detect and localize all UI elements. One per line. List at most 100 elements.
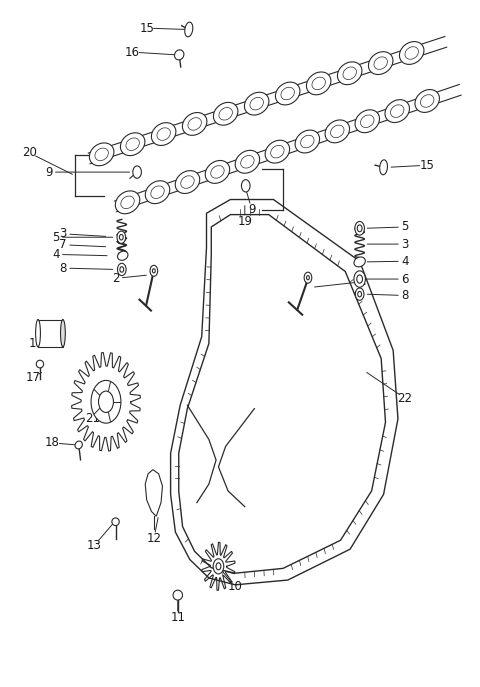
Ellipse shape <box>325 120 349 143</box>
Ellipse shape <box>265 140 289 163</box>
Ellipse shape <box>157 128 170 140</box>
Ellipse shape <box>374 57 387 69</box>
Ellipse shape <box>188 117 202 131</box>
Ellipse shape <box>306 72 331 95</box>
Text: 19: 19 <box>237 215 252 228</box>
Circle shape <box>118 263 126 275</box>
Ellipse shape <box>175 50 184 60</box>
Circle shape <box>357 225 362 232</box>
Ellipse shape <box>360 115 374 128</box>
Circle shape <box>357 275 362 283</box>
Ellipse shape <box>415 89 439 113</box>
Circle shape <box>117 231 126 243</box>
Ellipse shape <box>385 100 409 122</box>
Circle shape <box>91 381 121 423</box>
Ellipse shape <box>60 319 65 347</box>
Ellipse shape <box>405 47 419 59</box>
Ellipse shape <box>151 123 176 146</box>
Text: 9: 9 <box>248 203 256 216</box>
Ellipse shape <box>181 176 194 188</box>
Ellipse shape <box>244 92 269 115</box>
Ellipse shape <box>355 110 380 133</box>
Ellipse shape <box>118 251 128 260</box>
Text: 2: 2 <box>112 272 120 285</box>
Circle shape <box>133 166 142 178</box>
Circle shape <box>150 265 157 276</box>
Circle shape <box>241 179 250 192</box>
Ellipse shape <box>145 181 170 203</box>
Text: 6: 6 <box>401 273 409 286</box>
Text: 5: 5 <box>52 231 60 244</box>
Text: 21: 21 <box>85 412 101 425</box>
Text: 3: 3 <box>401 238 409 251</box>
Text: 13: 13 <box>86 539 101 552</box>
Text: 8: 8 <box>59 262 67 275</box>
Text: 17: 17 <box>26 371 41 384</box>
Bar <box>38 319 63 347</box>
Text: 4: 4 <box>401 255 409 268</box>
Ellipse shape <box>300 135 314 148</box>
Ellipse shape <box>205 161 230 183</box>
Text: 20: 20 <box>22 146 37 159</box>
Ellipse shape <box>276 82 300 105</box>
Ellipse shape <box>235 150 260 173</box>
Circle shape <box>98 391 113 412</box>
Ellipse shape <box>151 186 164 199</box>
Ellipse shape <box>211 166 224 178</box>
Text: 15: 15 <box>139 21 154 34</box>
Text: 8: 8 <box>401 289 409 302</box>
Ellipse shape <box>120 133 145 155</box>
Text: 4: 4 <box>52 248 60 261</box>
Ellipse shape <box>369 52 393 74</box>
Text: 1: 1 <box>358 275 366 289</box>
Text: 5: 5 <box>401 221 409 234</box>
Ellipse shape <box>175 170 200 194</box>
Ellipse shape <box>126 138 139 150</box>
Text: 22: 22 <box>397 392 413 405</box>
Circle shape <box>355 221 364 235</box>
Ellipse shape <box>354 257 365 267</box>
Ellipse shape <box>343 67 357 80</box>
Circle shape <box>153 269 156 273</box>
Text: 10: 10 <box>228 581 243 594</box>
Ellipse shape <box>36 319 40 347</box>
Ellipse shape <box>331 125 344 137</box>
Ellipse shape <box>115 191 140 214</box>
Ellipse shape <box>312 77 325 90</box>
Circle shape <box>213 559 224 574</box>
Ellipse shape <box>89 143 114 166</box>
Ellipse shape <box>75 441 83 449</box>
Ellipse shape <box>121 196 134 209</box>
Text: 12: 12 <box>146 532 161 545</box>
Ellipse shape <box>36 360 44 368</box>
Polygon shape <box>145 470 162 516</box>
Circle shape <box>307 275 310 280</box>
Circle shape <box>358 291 361 297</box>
Circle shape <box>355 288 364 300</box>
Text: 11: 11 <box>170 611 185 624</box>
Text: 7: 7 <box>59 238 67 251</box>
Ellipse shape <box>240 155 254 168</box>
Circle shape <box>120 234 123 240</box>
Text: 16: 16 <box>125 45 140 58</box>
Ellipse shape <box>380 160 387 174</box>
Text: 18: 18 <box>45 436 60 449</box>
Text: 14: 14 <box>29 337 44 350</box>
Ellipse shape <box>250 98 264 110</box>
Circle shape <box>120 267 124 272</box>
Ellipse shape <box>95 148 108 161</box>
Ellipse shape <box>281 87 294 100</box>
Ellipse shape <box>214 102 238 125</box>
Circle shape <box>354 271 365 287</box>
Ellipse shape <box>185 22 193 37</box>
Circle shape <box>216 563 221 570</box>
Ellipse shape <box>391 105 404 117</box>
Text: 3: 3 <box>59 227 67 240</box>
Ellipse shape <box>337 62 362 85</box>
Circle shape <box>304 272 312 283</box>
Text: 15: 15 <box>419 159 434 172</box>
Ellipse shape <box>112 518 119 526</box>
Ellipse shape <box>271 146 284 158</box>
Ellipse shape <box>295 130 320 153</box>
Ellipse shape <box>182 113 207 135</box>
